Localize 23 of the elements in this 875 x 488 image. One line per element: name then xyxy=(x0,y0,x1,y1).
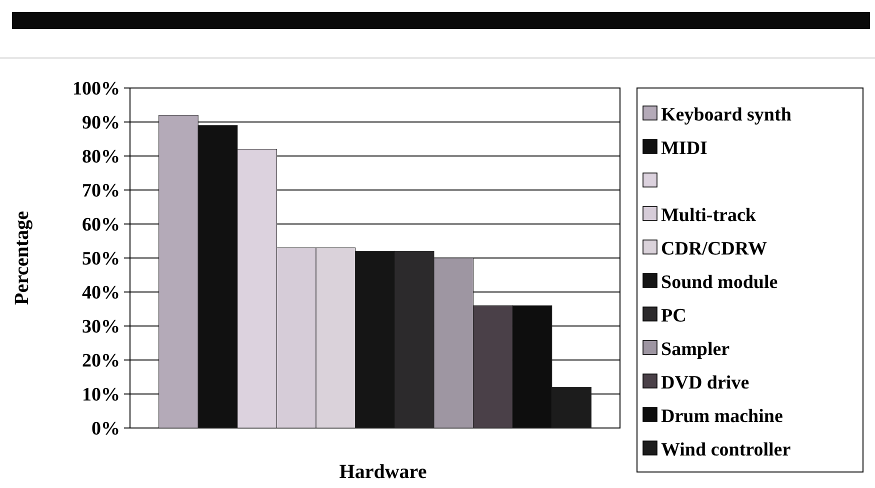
y-tick-label: 0% xyxy=(92,418,120,440)
legend-label: Multi-track xyxy=(661,205,756,226)
y-tick-label: 70% xyxy=(82,180,120,202)
y-tick-label: 40% xyxy=(82,282,120,304)
legend-label: CDR/CDRW xyxy=(661,238,767,260)
legend-label: PC xyxy=(661,306,686,327)
y-tick-label: 80% xyxy=(82,146,120,168)
y-tick-label: 90% xyxy=(82,112,120,134)
y-tick-label: 60% xyxy=(82,214,120,236)
legend-label: Sampler xyxy=(661,339,730,360)
legend-label: DVD drive xyxy=(661,372,750,394)
y-tick-label: 100% xyxy=(72,78,120,100)
y-tick-label: 10% xyxy=(82,384,120,406)
y-axis-title: Percentage xyxy=(11,210,33,306)
legend-label: Keyboard synth xyxy=(661,104,792,126)
legend-label: Sound module xyxy=(661,272,778,294)
y-tick-label: 30% xyxy=(82,316,120,338)
y-tick-label: 50% xyxy=(82,248,120,270)
x-axis-title: Hardware xyxy=(339,461,427,483)
y-tick-label: 20% xyxy=(82,350,120,372)
legend-label: MIDI xyxy=(661,138,708,160)
legend-label: Wind controller xyxy=(661,440,792,461)
legend-label: Drum machine xyxy=(661,406,783,428)
